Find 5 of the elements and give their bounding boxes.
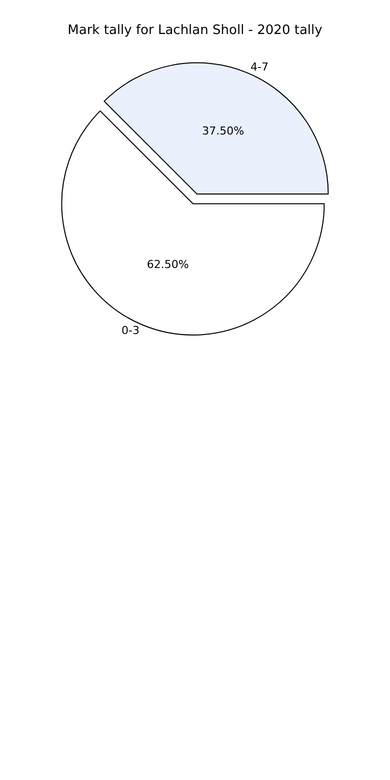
slice-label: 0-3: [122, 324, 140, 338]
chart-title: Mark tally for Lachlan Sholl - 2020 tally: [68, 23, 323, 38]
data-label: 62.50%: [146, 258, 189, 271]
data-label: 37.50%: [202, 124, 244, 138]
slice-label: 4-7: [250, 60, 268, 74]
